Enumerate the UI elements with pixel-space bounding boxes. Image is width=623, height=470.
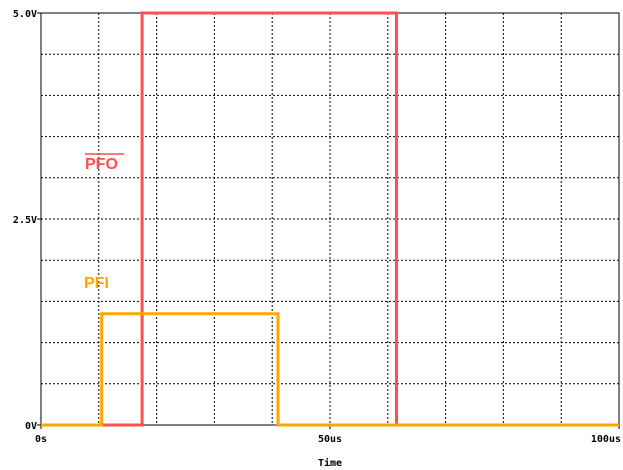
grid-lines [41, 13, 619, 425]
x-tick-label: 100us [591, 434, 621, 445]
x-tick-label: 50us [318, 434, 342, 445]
series-label-pfo: PFO [85, 156, 118, 173]
y-tick-label: 0V [25, 421, 37, 432]
x-tick-label: 0s [35, 434, 47, 445]
series-line-pfi [41, 312, 619, 427]
y-tick-label: 5.0V [13, 9, 37, 20]
labels: Time 0s 50us 100us 0V 2.5V 5.0V PFO PFI [13, 9, 621, 469]
series-lines [41, 11, 619, 427]
x-axis-title: Time [318, 457, 342, 469]
series-label-pfi: PFI [84, 275, 109, 292]
y-tick-label: 2.5V [13, 215, 37, 226]
